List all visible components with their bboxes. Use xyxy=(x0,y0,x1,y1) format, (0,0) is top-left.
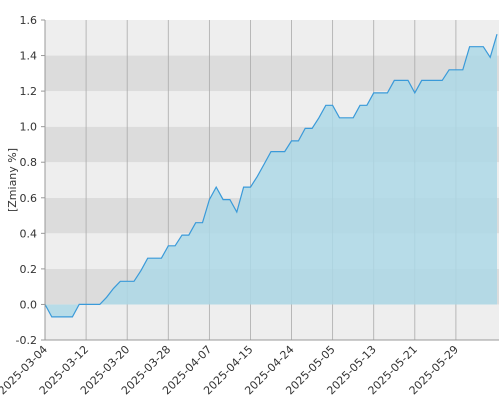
band xyxy=(45,20,499,56)
area xyxy=(45,34,497,317)
y-tick-label: -0.2 xyxy=(16,334,37,347)
y-tick-label: 0.8 xyxy=(20,156,38,169)
y-tick-label: 0.0 xyxy=(20,298,38,311)
y-tick-label: 1.4 xyxy=(20,50,38,63)
y-tick-label: 1.6 xyxy=(20,14,38,27)
y-tick-label: 1.2 xyxy=(20,85,38,98)
y-tick-label: 0.2 xyxy=(20,263,38,276)
y-tick-label: 0.4 xyxy=(20,227,38,240)
line xyxy=(44,34,498,318)
y-axis-label: [Zmiany %] xyxy=(6,148,19,212)
band xyxy=(45,304,499,340)
y-tick-label: 0.6 xyxy=(20,192,38,205)
y-tick-label: 1.0 xyxy=(20,121,38,134)
